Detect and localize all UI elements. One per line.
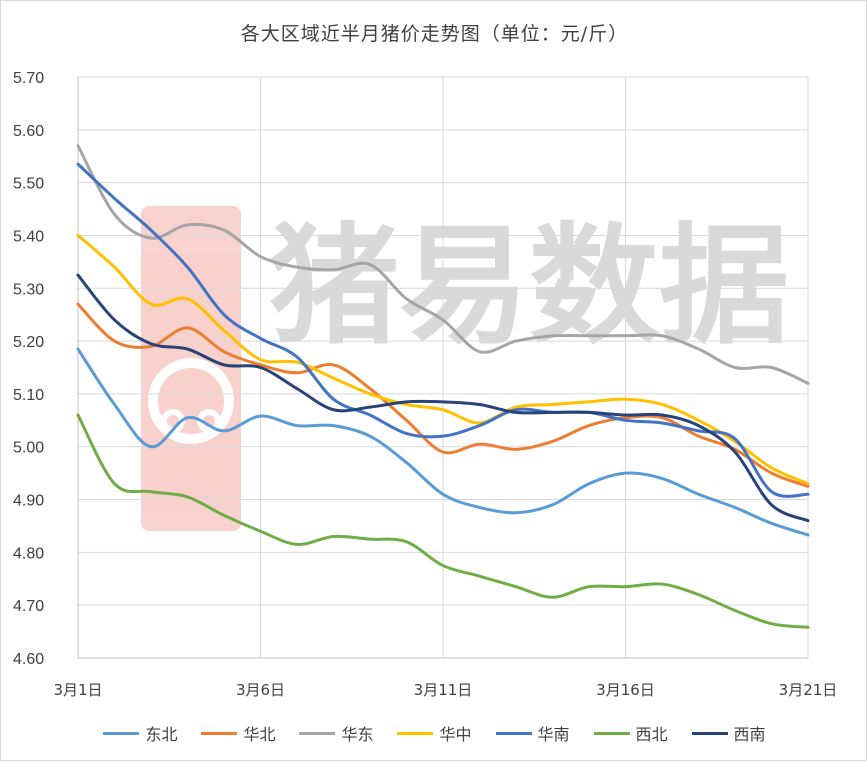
y-tick-label: 5.00 xyxy=(13,440,44,457)
legend-label: 东北 xyxy=(145,725,178,744)
series-line-华东 xyxy=(76,144,810,385)
chart-title: 各大区域近半月猪价走势图（单位：元/斤） xyxy=(240,23,629,45)
legend-label: 西北 xyxy=(635,725,668,744)
x-tick-label: 3月1日 xyxy=(53,681,102,699)
x-tick-label: 3月21日 xyxy=(779,681,838,699)
y-tick-label: 5.60 xyxy=(13,123,44,140)
x-tick-label: 3月16日 xyxy=(596,681,655,699)
y-tick-label: 4.70 xyxy=(13,598,44,615)
tick-labels: 5.70 5.60 5.50 5.40 5.30 5.20 5.10 5.00 4.90 4.80… xyxy=(13,70,837,699)
series-lines xyxy=(76,144,810,629)
y-tick-label: 5.20 xyxy=(13,334,44,351)
legend-item: 华北 xyxy=(201,721,275,745)
series-line-华北 xyxy=(76,302,810,488)
legend-swatch xyxy=(593,731,630,735)
axes xyxy=(77,77,808,659)
series-line-华中 xyxy=(76,233,810,486)
series-line-东北 xyxy=(76,347,810,537)
y-tick-label: 4.80 xyxy=(13,545,44,562)
y-tick-label: 5.10 xyxy=(13,387,44,404)
watermark-logo: 猪易数据 xyxy=(141,206,789,531)
legend-label: 华中 xyxy=(439,725,472,744)
legend-item: 西南 xyxy=(691,721,766,745)
legend: 东北 华北 华东 华中 华南 西北 西南 xyxy=(1,721,867,745)
legend-label: 华南 xyxy=(537,725,570,744)
series-line-西北 xyxy=(76,413,810,629)
gridlines xyxy=(77,76,809,659)
y-tick-label: 5.40 xyxy=(13,228,44,245)
legend-swatch xyxy=(691,731,728,735)
legend-swatch xyxy=(201,731,238,735)
legend-swatch xyxy=(495,731,532,735)
legend-item: 东北 xyxy=(103,721,177,745)
legend-swatch xyxy=(103,731,140,735)
legend-label: 华北 xyxy=(243,725,276,744)
legend-item: 华东 xyxy=(299,721,373,745)
y-tick-label: 4.90 xyxy=(13,493,44,510)
legend-item: 华南 xyxy=(495,721,570,745)
legend-label: 西南 xyxy=(733,725,766,744)
legend-item: 西北 xyxy=(593,721,668,745)
y-tick-label: 5.50 xyxy=(13,176,44,193)
series-line-华南 xyxy=(76,162,810,498)
x-tick-label: 3月11日 xyxy=(414,681,473,699)
legend-swatch xyxy=(397,731,434,735)
legend-item: 华中 xyxy=(397,721,472,745)
y-tick-label: 4.60 xyxy=(13,651,44,668)
legend-label: 华东 xyxy=(341,725,374,744)
series-line-西南 xyxy=(76,273,810,523)
y-tick-label: 5.70 xyxy=(13,70,44,87)
x-tick-label: 3月6日 xyxy=(236,681,285,699)
legend-swatch xyxy=(299,731,336,735)
y-tick-label: 5.30 xyxy=(13,281,44,298)
